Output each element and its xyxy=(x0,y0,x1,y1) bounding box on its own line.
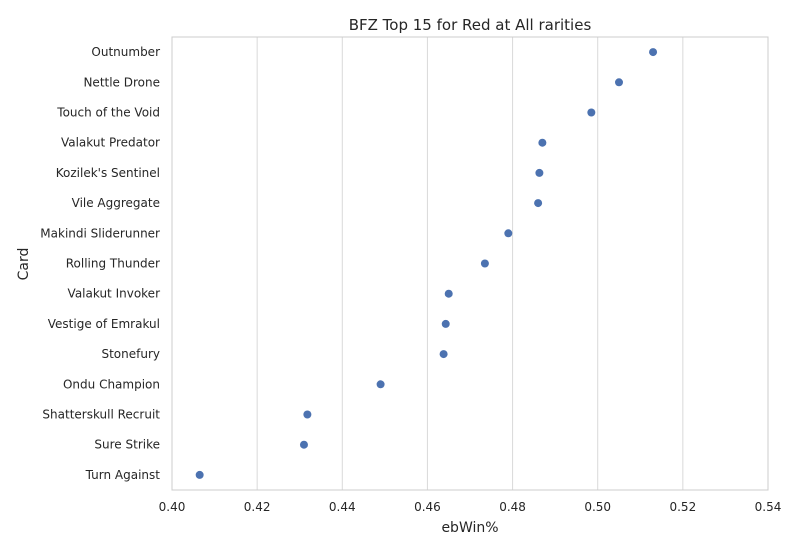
y-tick-label: Ondu Champion xyxy=(63,377,160,391)
data-point xyxy=(538,138,547,147)
chart-title: BFZ Top 15 for Red at All rarities xyxy=(349,16,592,34)
y-axis-label: Card xyxy=(16,248,32,281)
x-tick-label: 0.48 xyxy=(499,500,526,514)
y-tick-label: Turn Against xyxy=(85,468,161,482)
data-points xyxy=(195,48,658,479)
x-tick-label: 0.50 xyxy=(584,500,611,514)
y-tick-label: Sure Strike xyxy=(94,438,160,452)
y-tick-label: Outnumber xyxy=(91,45,160,59)
x-tick-label: 0.52 xyxy=(669,500,696,514)
data-point xyxy=(615,78,623,87)
data-point xyxy=(535,168,544,177)
grid-layer xyxy=(256,37,684,490)
x-tick-label: 0.40 xyxy=(159,500,186,514)
x-tick-label: 0.42 xyxy=(244,500,271,514)
y-tick-label: Kozilek's Sentinel xyxy=(56,166,160,180)
y-tick-label: Nettle Drone xyxy=(83,75,160,89)
plot-frame xyxy=(171,36,769,491)
data-point xyxy=(480,259,489,268)
data-point xyxy=(534,199,543,208)
y-tick-label: Rolling Thunder xyxy=(66,257,160,271)
y-tick-label: Touch of the Void xyxy=(56,106,160,120)
y-tick-label: Vile Aggregate xyxy=(72,196,160,210)
data-point xyxy=(299,440,308,449)
data-point xyxy=(441,319,450,328)
data-point xyxy=(587,108,596,117)
x-tick-labels: 0.40 0.42 0.44 0.46 0.48 0.50 0.52 0.54 xyxy=(159,500,782,514)
data-point xyxy=(439,350,448,359)
y-tick-labels: Outnumber Nettle Drone Touch of the Void Va… xyxy=(40,45,160,482)
data-point xyxy=(303,410,312,419)
data-point xyxy=(504,229,513,238)
x-axis-label: ebWin% xyxy=(441,520,498,536)
x-tick-label: 0.46 xyxy=(414,500,441,514)
x-tick-label: 0.44 xyxy=(329,500,356,514)
y-tick-label: Valakut Predator xyxy=(61,136,160,150)
y-tick-label: Valakut Invoker xyxy=(68,287,161,301)
y-tick-label: Shatterskull Recruit xyxy=(42,408,160,422)
data-point xyxy=(649,48,658,57)
data-point xyxy=(195,470,204,479)
x-tick-label: 0.54 xyxy=(755,500,782,514)
data-point xyxy=(376,380,385,389)
data-point xyxy=(444,289,453,298)
y-tick-label: Vestige of Emrakul xyxy=(48,317,160,331)
y-tick-label: Makindi Sliderunner xyxy=(40,226,160,240)
y-tick-label: Stonefury xyxy=(101,347,160,361)
